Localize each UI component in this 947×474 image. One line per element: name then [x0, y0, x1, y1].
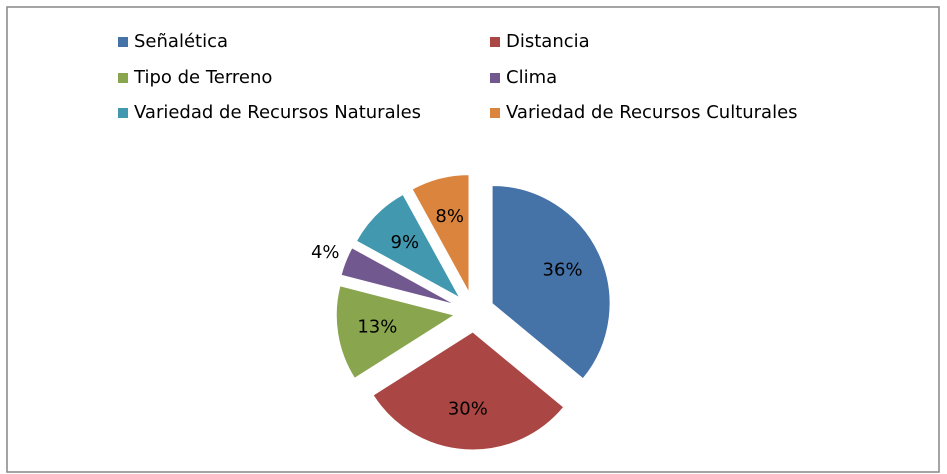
legend-swatch: [118, 108, 128, 118]
pie-slice: [411, 174, 470, 293]
data-label: 36%: [543, 259, 583, 280]
legend-swatch: [490, 37, 500, 47]
legend-label: Clima: [506, 67, 557, 88]
pie-slice: [491, 184, 611, 380]
legend-label: Tipo de Terreno: [133, 67, 272, 88]
pie-slice: [355, 193, 462, 300]
legend-label: Distancia: [506, 31, 590, 52]
data-label: 4%: [311, 242, 340, 263]
legend-label: Señalética: [134, 31, 228, 52]
data-label: 9%: [391, 232, 420, 253]
pie-slice: [372, 331, 565, 451]
legend-label: Variedad de Recursos Naturales: [134, 102, 421, 123]
legend-swatch: [490, 73, 500, 83]
legend-swatch: [118, 73, 128, 83]
legend-swatch: [118, 37, 128, 47]
data-label: 30%: [448, 399, 488, 420]
pie-slice: [335, 285, 456, 380]
data-label: 13%: [357, 316, 397, 337]
pie-slice: [340, 247, 456, 306]
data-label: 8%: [435, 206, 464, 227]
legend-swatch: [490, 108, 500, 118]
legend-label: Variedad de Recursos Culturales: [506, 102, 798, 123]
